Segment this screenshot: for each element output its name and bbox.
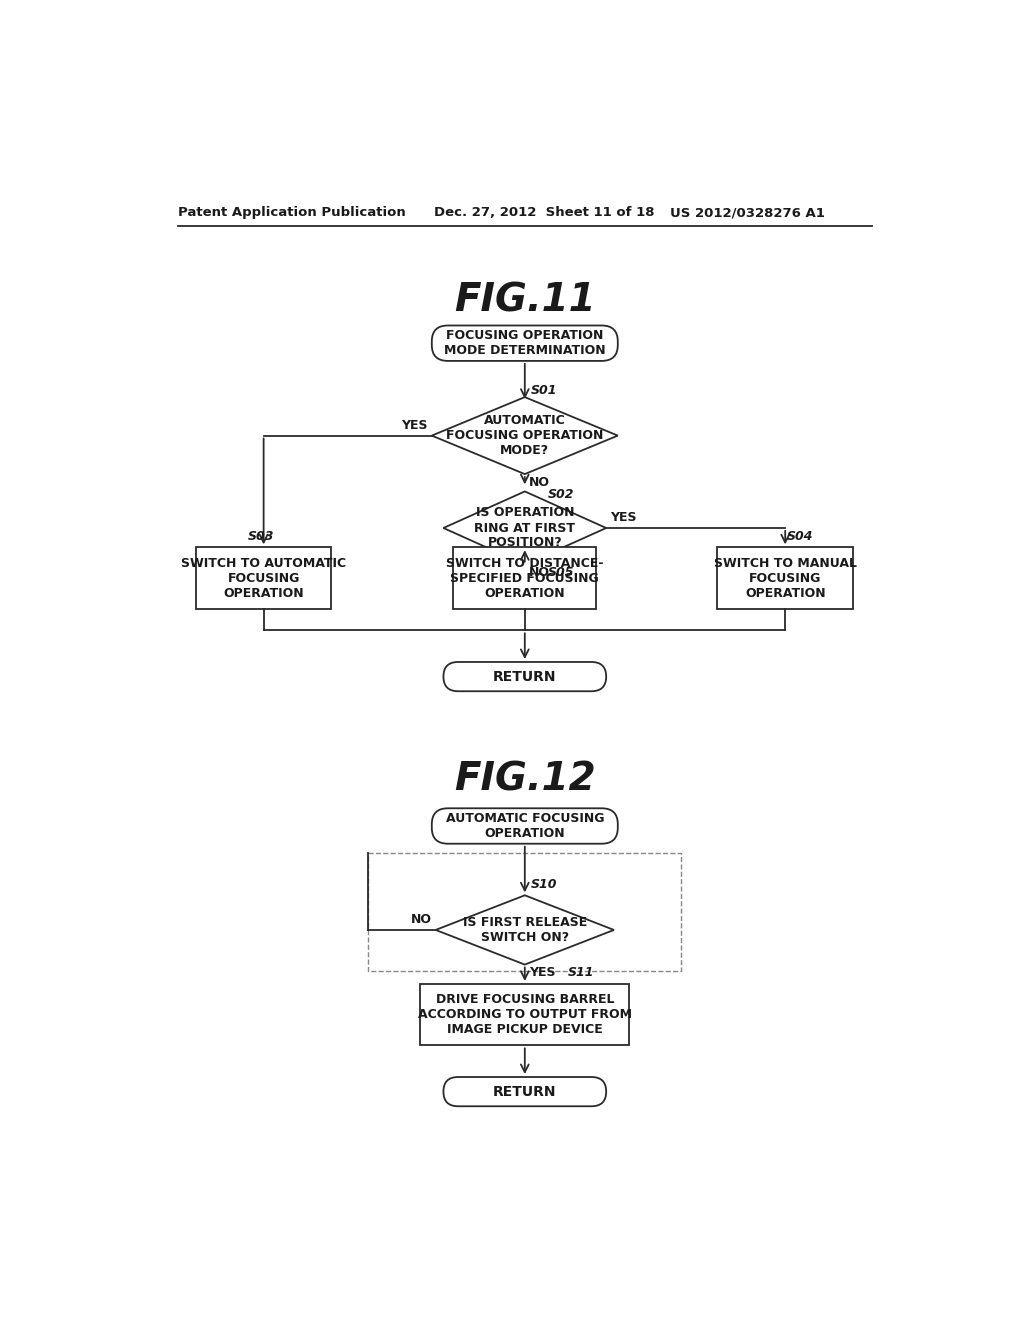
Text: S01: S01 (531, 384, 557, 397)
Text: AUTOMATIC
FOCUSING OPERATION
MODE?: AUTOMATIC FOCUSING OPERATION MODE? (446, 414, 603, 457)
Text: YES: YES (401, 418, 428, 432)
Text: SWITCH TO MANUAL
FOCUSING
OPERATION: SWITCH TO MANUAL FOCUSING OPERATION (714, 557, 857, 599)
Text: SWITCH TO DISTANCE-
SPECIFIED FOCUSING
OPERATION: SWITCH TO DISTANCE- SPECIFIED FOCUSING O… (446, 557, 603, 599)
Text: FIG.11: FIG.11 (454, 281, 596, 319)
Text: IS FIRST RELEASE
SWITCH ON?: IS FIRST RELEASE SWITCH ON? (463, 916, 587, 944)
Bar (420, 983, 630, 1045)
Text: NO: NO (528, 566, 550, 579)
Text: S10: S10 (531, 878, 557, 891)
FancyBboxPatch shape (443, 1077, 606, 1106)
Text: AUTOMATIC FOCUSING
OPERATION: AUTOMATIC FOCUSING OPERATION (445, 812, 604, 840)
Polygon shape (432, 397, 617, 474)
Polygon shape (443, 491, 606, 565)
Text: S11: S11 (567, 966, 594, 979)
Text: US 2012/0328276 A1: US 2012/0328276 A1 (671, 206, 825, 219)
FancyBboxPatch shape (432, 326, 617, 360)
Text: YES: YES (528, 966, 555, 979)
Polygon shape (435, 895, 614, 965)
Text: SWITCH TO AUTOMATIC
FOCUSING
OPERATION: SWITCH TO AUTOMATIC FOCUSING OPERATION (181, 557, 346, 599)
Text: S03: S03 (248, 531, 274, 544)
Bar (453, 548, 597, 609)
Text: YES: YES (610, 511, 637, 524)
Text: IS OPERATION
RING AT FIRST
POSITION?: IS OPERATION RING AT FIRST POSITION? (474, 507, 575, 549)
Bar (196, 548, 332, 609)
Text: DRIVE FOCUSING BARREL
ACCORDING TO OUTPUT FROM
IMAGE PICKUP DEVICE: DRIVE FOCUSING BARREL ACCORDING TO OUTPU… (418, 993, 632, 1036)
FancyBboxPatch shape (443, 663, 606, 692)
Text: FIG.12: FIG.12 (454, 760, 596, 799)
Text: S05: S05 (548, 566, 574, 579)
Text: S04: S04 (786, 531, 813, 544)
FancyBboxPatch shape (432, 808, 617, 843)
Text: Dec. 27, 2012  Sheet 11 of 18: Dec. 27, 2012 Sheet 11 of 18 (434, 206, 654, 219)
Text: Patent Application Publication: Patent Application Publication (178, 206, 407, 219)
Text: S02: S02 (548, 488, 574, 502)
Bar (369, 853, 681, 970)
Text: NO: NO (528, 475, 550, 488)
Text: NO: NO (411, 913, 432, 927)
Text: RETURN: RETURN (493, 669, 557, 684)
Text: RETURN: RETURN (493, 1085, 557, 1098)
Bar (718, 548, 853, 609)
Text: FOCUSING OPERATION
MODE DETERMINATION: FOCUSING OPERATION MODE DETERMINATION (444, 329, 605, 358)
